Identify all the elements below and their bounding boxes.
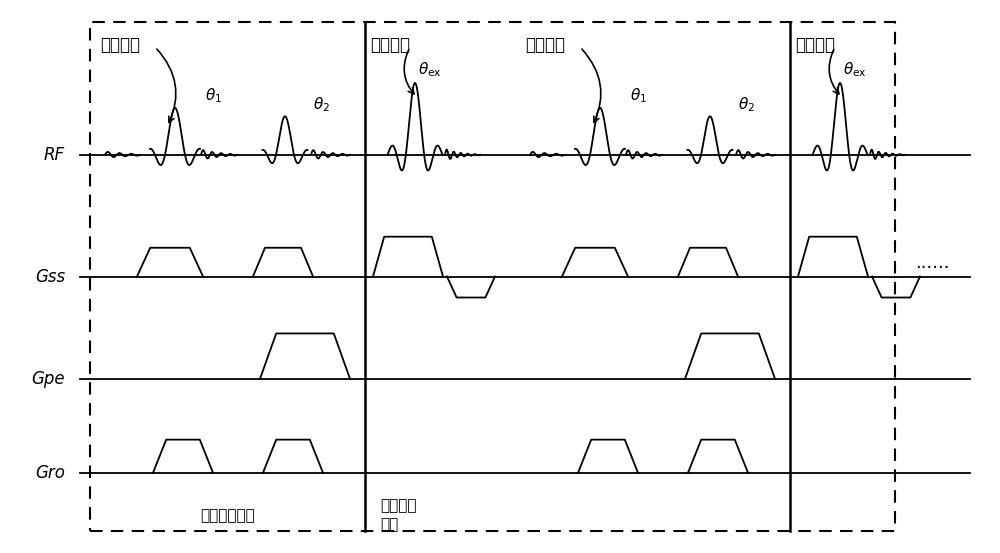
Text: 饱和脉冲序列: 饱和脉冲序列 <box>200 508 255 523</box>
Text: $\theta_1$: $\theta_1$ <box>630 86 647 105</box>
Text: $\theta_2$: $\theta_2$ <box>313 95 330 113</box>
Text: 成像脉冲
序列: 成像脉冲 序列 <box>380 499 416 532</box>
Text: RF: RF <box>44 146 65 164</box>
Text: $\theta_1$: $\theta_1$ <box>205 86 222 105</box>
Text: $\theta_2$: $\theta_2$ <box>738 95 755 113</box>
Text: ......: ...... <box>915 254 950 272</box>
Text: 饱和脉冲: 饱和脉冲 <box>525 36 565 54</box>
Text: Gss: Gss <box>35 268 65 285</box>
Text: Gro: Gro <box>35 464 65 482</box>
Text: 成像脉冲: 成像脉冲 <box>795 36 835 54</box>
Text: 成像脉冲: 成像脉冲 <box>370 36 410 54</box>
Text: Gpe: Gpe <box>31 370 65 388</box>
Text: 饱和脉冲: 饱和脉冲 <box>100 36 140 54</box>
Text: $\theta_{\rm ex}$: $\theta_{\rm ex}$ <box>418 60 442 79</box>
Text: $\theta_{\rm ex}$: $\theta_{\rm ex}$ <box>843 60 867 79</box>
